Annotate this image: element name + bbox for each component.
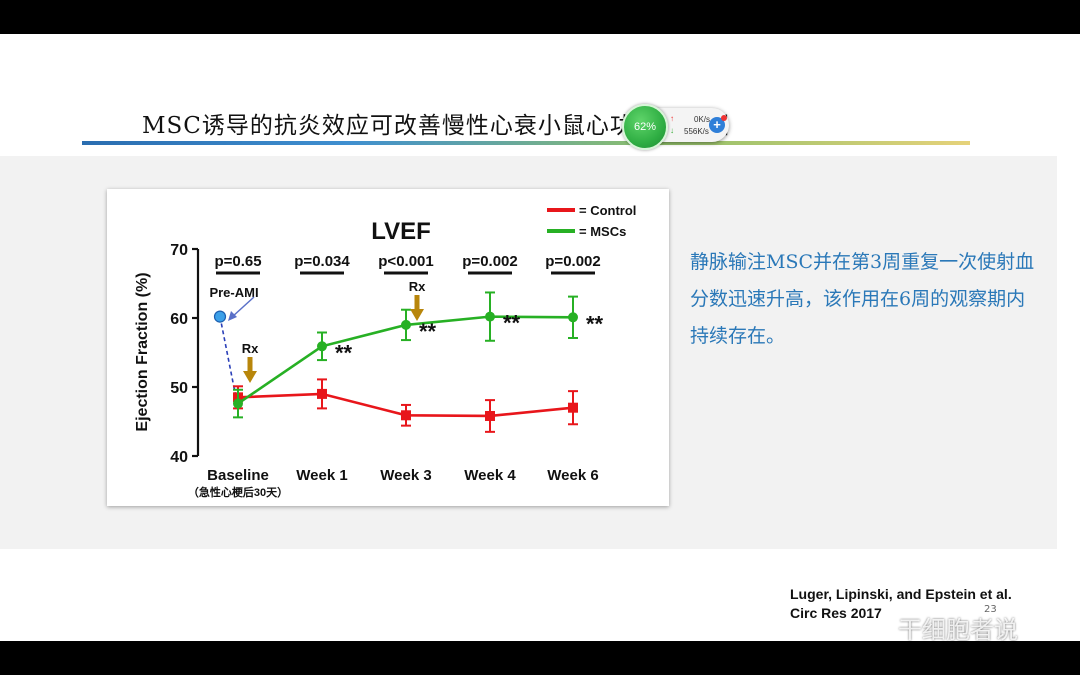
- rx-arrow-shaft: [247, 357, 253, 372]
- significance-label: **: [335, 340, 353, 365]
- control-data-point: [401, 410, 411, 421]
- x-tick-label: Baseline: [207, 467, 269, 484]
- msc-data-point: [317, 341, 327, 352]
- rx-arrow-head: [243, 371, 257, 383]
- pre-ami-pointer-head: [228, 311, 237, 321]
- upload-speed: 0K/s: [694, 115, 711, 124]
- rx-label: Rx: [242, 341, 259, 356]
- network-speed-widget[interactable]: 62% ↑ 0K/s ↓ 556K/s +: [622, 104, 729, 150]
- p-value-label: p=0.002: [545, 253, 600, 270]
- citation: Luger, Lipinski, and Epstein et al. Circ…: [790, 586, 1012, 621]
- x-tick-label: Week 1: [296, 467, 347, 484]
- msc-data-point: [568, 312, 578, 323]
- lvef-chart: LVEF 40 50 60 70 Ejection Fraction (%) Baselin…: [107, 189, 669, 506]
- control-data-point: [568, 402, 578, 413]
- significance-label: **: [419, 319, 437, 344]
- page-number: 23: [984, 604, 997, 615]
- letterbox-top-bar: [0, 0, 1080, 34]
- x-tick-label: Week 4: [464, 467, 516, 484]
- msc-data-point: [401, 319, 411, 330]
- p-value-label: p<0.001: [378, 253, 433, 270]
- letterbox-bottom-bar: [0, 641, 1080, 675]
- significance-label: **: [586, 311, 604, 336]
- download-speed: 556K/s: [684, 127, 709, 136]
- x-tick-label: Week 6: [547, 467, 598, 484]
- control-data-point: [317, 388, 327, 399]
- pre-ami-label: Pre-AMI: [209, 285, 258, 300]
- description-text: 静脉输注MSC并在第3周重复一次使射血分数迅速升高，该作用在6周的观察期内持续存…: [690, 251, 1035, 347]
- x-tick-label: Week 3: [380, 467, 431, 484]
- cpu-usage-gauge[interactable]: 62%: [622, 104, 668, 150]
- notification-dot-icon: [721, 115, 727, 121]
- y-tick-label: 70: [170, 242, 188, 259]
- y-axis-label: Ejection Fraction (%): [134, 272, 151, 431]
- y-tick-label: 60: [170, 311, 188, 328]
- pre-ami-pointer: [231, 296, 255, 318]
- y-tick-label: 40: [170, 449, 188, 466]
- lvef-chart-svg: LVEF 40 50 60 70 Ejection Fraction (%) Baselin…: [134, 203, 636, 499]
- legend-label: = MSCs: [579, 224, 626, 239]
- rx-arrow-head: [410, 309, 424, 321]
- download-arrow-icon: ↓: [670, 126, 674, 135]
- legend-label: = Control: [579, 203, 636, 218]
- upload-arrow-icon: ↑: [670, 114, 674, 123]
- watermark-text: 干细胞者说: [898, 616, 1018, 644]
- chart-title: LVEF: [371, 218, 431, 245]
- watermark: 干细胞者说: [870, 610, 1018, 645]
- significance-label: **: [503, 311, 521, 336]
- p-value-label: p=0.65: [214, 253, 261, 270]
- baseline-note: （急性心梗后30天）: [188, 485, 288, 499]
- rx-arrow-shaft: [414, 295, 420, 310]
- plus-icon[interactable]: +: [709, 117, 725, 133]
- title-underline: [82, 141, 970, 145]
- msc-data-point: [485, 311, 495, 322]
- rx-label: Rx: [409, 279, 426, 294]
- p-value-label: p=0.034: [294, 253, 350, 270]
- control-data-point: [485, 410, 495, 421]
- p-value-label: p=0.002: [462, 253, 517, 270]
- y-tick-label: 50: [170, 380, 188, 397]
- wechat-icon: [870, 622, 895, 640]
- msc-data-point: [233, 398, 243, 409]
- pre-ami-point: [213, 310, 227, 323]
